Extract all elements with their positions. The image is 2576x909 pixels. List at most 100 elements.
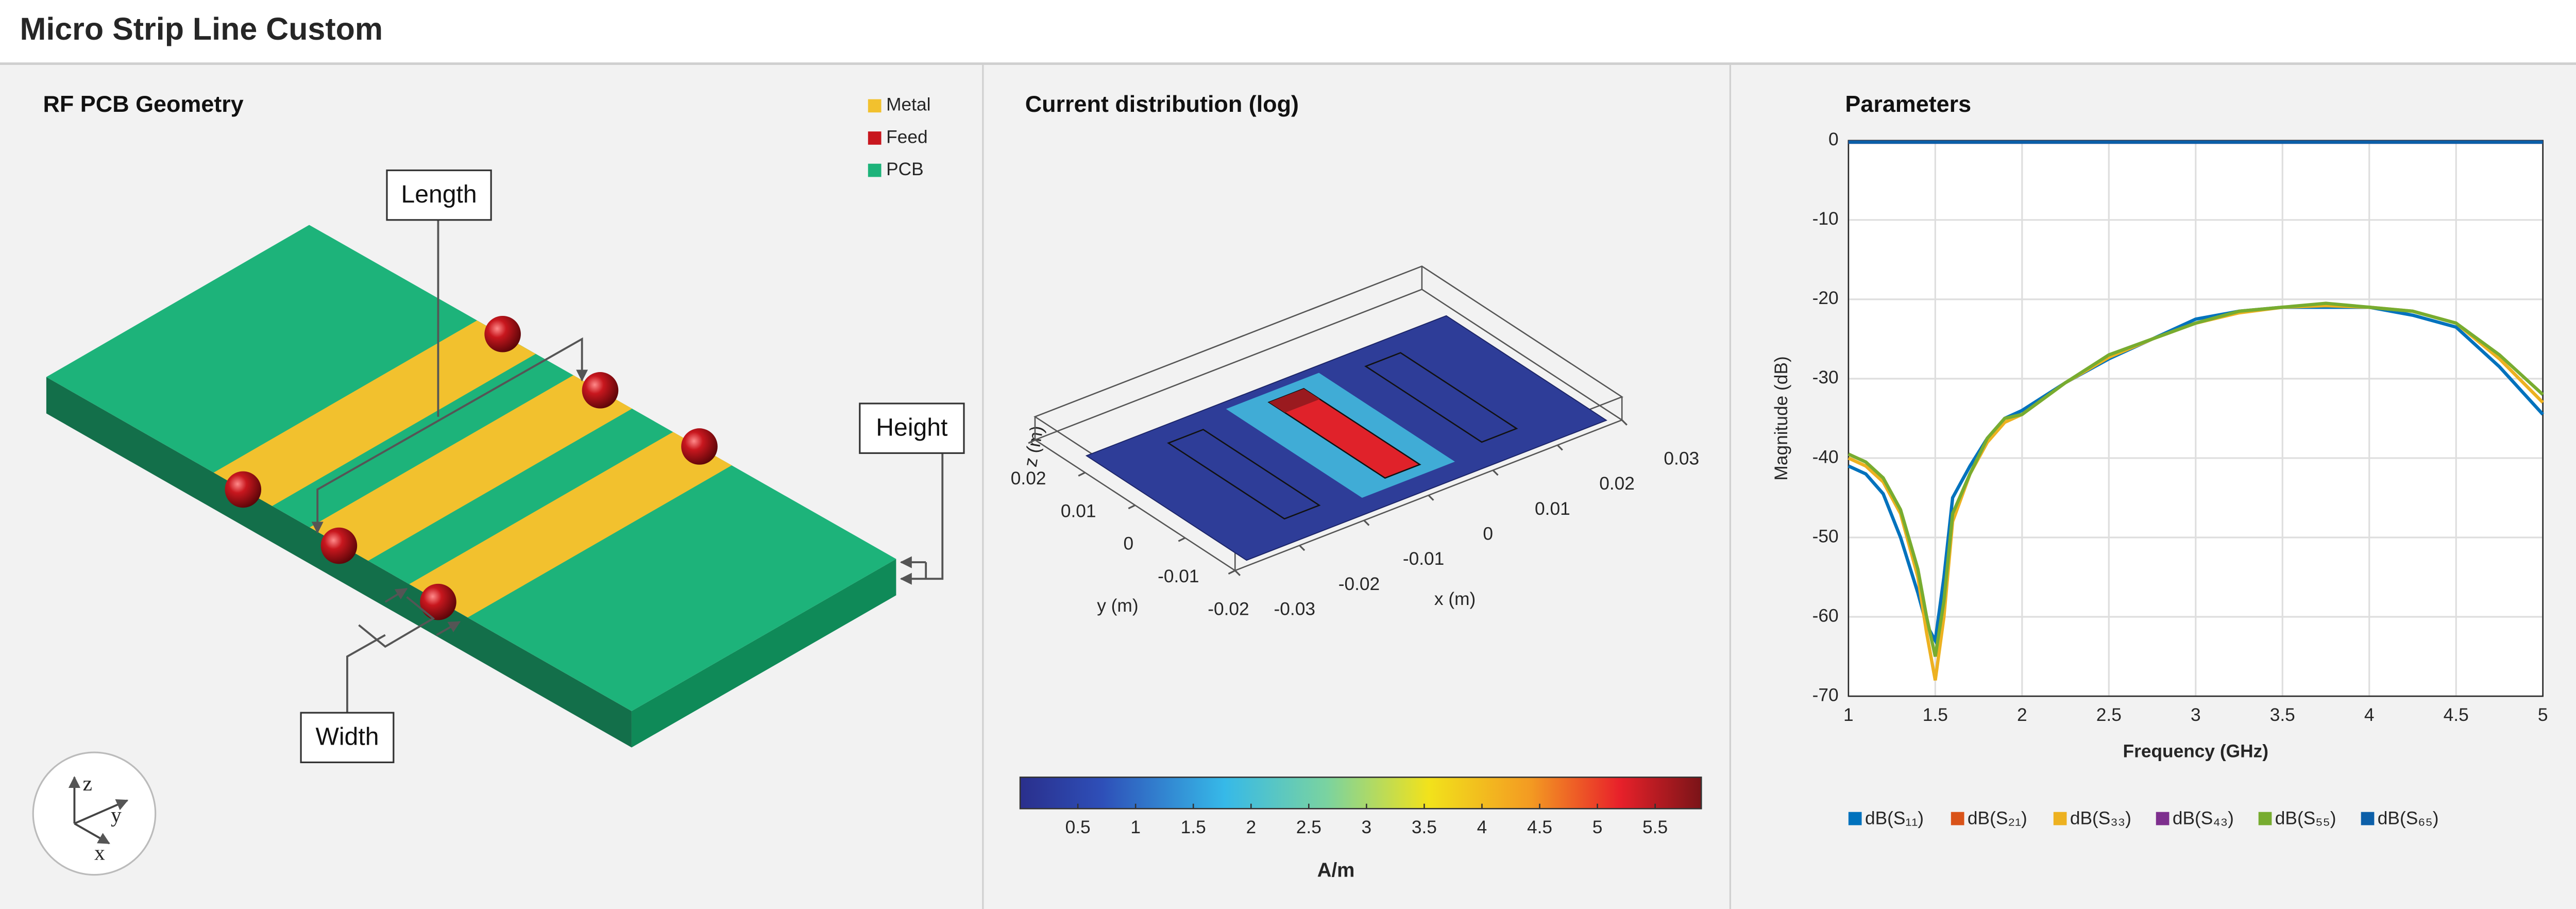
legend-swatch	[1951, 812, 1964, 826]
legend-label: dB(S₃₃)	[2070, 808, 2131, 828]
x-tick-label: 3	[2191, 705, 2201, 725]
legend-swatch	[2156, 812, 2170, 826]
x-tick-label: 1	[1843, 705, 1854, 725]
y-tick	[1028, 439, 1036, 444]
callout-label: Length	[401, 180, 477, 208]
legend-label: PCB	[886, 159, 924, 179]
colorbar-tick-label: 1	[1130, 817, 1141, 837]
x-tick	[1621, 419, 1628, 426]
y-axis-label: Magnitude (dB)	[1771, 356, 1791, 480]
y-tick	[1128, 504, 1136, 510]
colorbar-tick-label: 5	[1592, 817, 1603, 837]
strip-current	[1167, 429, 1321, 520]
feed-port	[681, 428, 718, 465]
feed-port	[582, 372, 619, 409]
colorbar-tick-label: 3.5	[1412, 817, 1437, 837]
triad-y	[74, 799, 129, 824]
callout-box	[386, 169, 492, 221]
legend-swatch	[2361, 812, 2375, 826]
x-tick-label: -0.02	[1338, 574, 1380, 594]
x-tick-label: 0.01	[1535, 499, 1570, 519]
colorbar	[1019, 777, 1702, 810]
legend-label: dB(S₂₁)	[1968, 808, 2027, 828]
callout-label: Height	[876, 413, 948, 441]
legend-swatch	[868, 163, 882, 177]
x-tick-label: 2.5	[2096, 705, 2122, 725]
panel-title: RF PCB Geometry	[43, 91, 243, 117]
series-line	[1848, 301, 2544, 657]
feed-port	[225, 471, 262, 508]
legend-label: dB(S₅₅)	[2275, 808, 2336, 828]
colorbar-tick-label: 5.5	[1642, 817, 1668, 837]
app-title: Micro Strip Line Custom	[20, 11, 383, 46]
x-tick-label: 2	[2017, 705, 2027, 725]
panel-title: Current distribution (log)	[1025, 91, 1299, 117]
callout-box	[300, 712, 395, 764]
y-tick-label: 0	[1123, 534, 1133, 554]
x-tick	[1234, 570, 1241, 576]
y-tick-label: -30	[1812, 367, 1839, 388]
legend-label: Metal	[886, 95, 930, 115]
width-bracket	[358, 596, 435, 648]
legend-label: dB(S₄₃)	[2173, 808, 2234, 828]
y-tick-label: -60	[1812, 605, 1839, 626]
x-tick-label: 3.5	[2270, 705, 2295, 725]
x-tick	[1556, 444, 1563, 451]
width-arrow	[436, 620, 461, 636]
y-tick-label: 0.02	[1011, 468, 1046, 489]
triad-x	[74, 822, 110, 845]
colorbar-tick-label: 4	[1477, 817, 1487, 837]
y-tick-label: -70	[1812, 685, 1839, 705]
x-tick-label: 0.03	[1664, 448, 1699, 468]
feed-port	[320, 527, 358, 564]
colorbar-tick-label: 4.5	[1527, 817, 1552, 837]
x-tick	[1363, 519, 1370, 526]
triad-label: x	[94, 841, 105, 865]
leader-line	[346, 634, 386, 713]
colorbar-tick-label: 2	[1246, 817, 1256, 837]
width-arrow	[384, 587, 408, 603]
x-tick-label: 0	[1483, 524, 1493, 544]
legend-swatch	[2258, 812, 2272, 826]
panel-title: Parameters	[1845, 91, 1971, 117]
triad-label: z	[82, 772, 92, 796]
x-tick	[1299, 545, 1306, 551]
colorbar-tick-label: 0.5	[1065, 817, 1091, 837]
dimension-lines	[311, 220, 944, 713]
length-dimension	[311, 337, 588, 534]
x-tick-label: -0.01	[1403, 549, 1444, 569]
y-tick-label: -40	[1812, 447, 1839, 467]
triad-label: y	[111, 803, 122, 827]
x-tick-label: 4	[2364, 705, 2375, 725]
current-panel: Current distribution (log) y (m) x (m) z…	[1011, 91, 1702, 881]
x-tick-label: 0.02	[1599, 474, 1635, 494]
y-tick	[1228, 569, 1235, 575]
y-tick-label: -20	[1812, 288, 1839, 308]
x-tick-label: 4.5	[2444, 705, 2469, 725]
legend-swatch	[1848, 812, 1862, 826]
legend-label: Feed	[886, 127, 927, 147]
y-tick	[1178, 537, 1185, 542]
colorbar-tick-label: 1.5	[1181, 817, 1206, 837]
y-tick	[1078, 472, 1086, 477]
strip-current	[1364, 352, 1518, 443]
x-tick	[1492, 469, 1499, 476]
y-tick-label: -0.02	[1208, 599, 1249, 619]
legend-swatch	[868, 99, 882, 113]
legend-label: dB(S₁₁)	[1865, 808, 1924, 828]
y-tick-label: -0.01	[1158, 566, 1199, 586]
colorbar-tick-label: 3	[1362, 817, 1372, 837]
legend-swatch	[2053, 812, 2067, 826]
x-tick-label: 5	[2538, 705, 2548, 725]
colorbar-tick-label: 2.5	[1296, 817, 1321, 837]
y-tick-label: 0.01	[1061, 501, 1096, 521]
pcb-side	[631, 559, 896, 748]
parameters-panel: Parameters Magnitude (dB) Frequency (GHz…	[1771, 91, 2548, 828]
x-tick-label: -0.03	[1274, 599, 1315, 619]
triad-arrows	[68, 776, 129, 845]
callout-label: Width	[315, 723, 379, 751]
y-tick-label: 0	[1828, 129, 1839, 149]
x-tick-label: 1.5	[1923, 705, 1948, 725]
axis-label: y (m)	[1097, 596, 1138, 616]
